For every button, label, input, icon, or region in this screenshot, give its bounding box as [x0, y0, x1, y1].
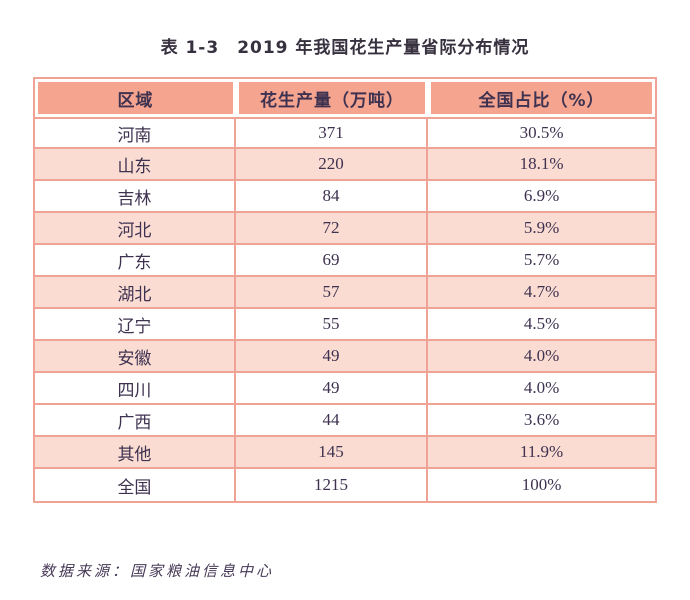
table-title: 表 1-3 2019 年我国花生产量省际分布情况 [160, 38, 530, 58]
cell-region: 吉林 [35, 181, 236, 213]
cell-region: 安徽 [35, 341, 236, 373]
table-row: 山东 220 18.1% [35, 149, 655, 181]
cell-share: 11.9% [428, 437, 655, 469]
cell-share: 5.7% [428, 245, 655, 277]
cell-production: 145 [235, 437, 429, 469]
cell-region: 辽宁 [35, 309, 236, 341]
table-row: 湖北 57 4.7% [35, 277, 655, 309]
table-row: 四川 49 4.0% [35, 373, 655, 405]
cell-share: 5.9% [428, 213, 655, 245]
table-body: 河南 371 30.5% 山东 220 18.1% 吉林 84 6.9% 河北 72 5.9% 广东 69… [35, 117, 655, 501]
cell-region: 广东 [35, 245, 236, 277]
cell-share: 4.0% [428, 341, 655, 373]
cell-share: 4.0% [428, 373, 655, 405]
cell-region: 其他 [35, 437, 236, 469]
table-row: 广西 44 3.6% [35, 405, 655, 437]
cell-region: 山东 [35, 149, 236, 181]
cell-production: 1215 [235, 469, 429, 501]
cell-share: 30.5% [428, 117, 655, 149]
cell-region: 四川 [35, 373, 236, 405]
cell-production: 57 [235, 277, 429, 309]
cell-share: 3.6% [428, 405, 655, 437]
header-row: 区域 花生产量（万吨） 全国占比（%） [35, 79, 655, 117]
table-row: 广东 69 5.7% [35, 245, 655, 277]
cell-production: 371 [235, 117, 429, 149]
data-source-note: 数据来源：国家粮油信息中心 [40, 564, 275, 580]
cell-production: 84 [235, 181, 429, 213]
peanut-production-table: 区域 花生产量（万吨） 全国占比（%） 河南 371 30.5% 山东 220 18.1% 吉林… [33, 77, 657, 503]
cell-production: 72 [235, 213, 429, 245]
cell-share: 100% [428, 469, 655, 501]
cell-share: 18.1% [428, 149, 655, 181]
cell-region: 全国 [35, 469, 236, 501]
table-row: 安徽 49 4.0% [35, 341, 655, 373]
table-row: 其他 145 11.9% [35, 437, 655, 469]
table-row: 河南 371 30.5% [35, 117, 655, 149]
column-header-share: 全国占比（%） [428, 79, 655, 117]
table-row: 全国 1215 100% [35, 469, 655, 501]
cell-production: 49 [235, 341, 429, 373]
column-header-region: 区域 [35, 79, 236, 117]
table-row: 辽宁 55 4.5% [35, 309, 655, 341]
cell-region: 湖北 [35, 277, 236, 309]
cell-share: 6.9% [428, 181, 655, 213]
cell-share: 4.5% [428, 309, 655, 341]
table-row: 吉林 84 6.9% [35, 181, 655, 213]
cell-region: 广西 [35, 405, 236, 437]
cell-region: 河北 [35, 213, 236, 245]
cell-region: 河南 [35, 117, 236, 149]
column-header-production: 花生产量（万吨） [235, 79, 429, 117]
cell-production: 220 [235, 149, 429, 181]
cell-production: 69 [235, 245, 429, 277]
cell-production: 49 [235, 373, 429, 405]
cell-share: 4.7% [428, 277, 655, 309]
cell-production: 44 [235, 405, 429, 437]
table-row: 河北 72 5.9% [35, 213, 655, 245]
cell-production: 55 [235, 309, 429, 341]
